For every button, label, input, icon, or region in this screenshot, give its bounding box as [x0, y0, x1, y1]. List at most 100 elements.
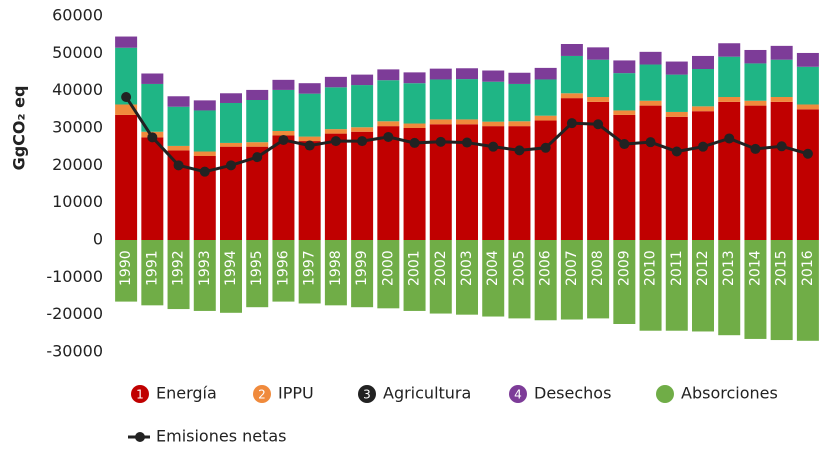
legend-marker	[253, 385, 271, 403]
bar-segment	[718, 97, 741, 102]
bar-segment	[220, 93, 242, 103]
bar-segment	[377, 126, 400, 240]
bar-segment	[351, 240, 374, 308]
bar-segment	[587, 97, 610, 102]
x-tick-label: 2005	[511, 250, 527, 286]
y-axis-label: GgCO₂ eq	[10, 86, 29, 171]
y-tick-label: 0	[93, 230, 103, 249]
bar-segment	[115, 114, 138, 240]
bar-segment	[246, 146, 269, 240]
line-point	[619, 139, 630, 150]
line-point	[435, 136, 446, 147]
bar-segment	[167, 96, 190, 107]
bar-segment	[770, 97, 793, 102]
legend-marker	[131, 385, 149, 403]
x-tick-label: 1997	[302, 250, 318, 286]
line-point	[750, 143, 761, 154]
bar-segment	[429, 79, 452, 120]
bar-segment	[796, 240, 819, 341]
line-point	[671, 146, 682, 157]
legend-marker-label: 1	[136, 388, 144, 402]
x-tick-label: 2011	[669, 250, 685, 286]
bar-segment	[692, 55, 714, 70]
legend-label: Absorciones	[681, 384, 778, 403]
x-tick-label: 1994	[223, 250, 239, 286]
x-tick-label: 1993	[197, 250, 213, 286]
bar-segment	[744, 49, 767, 64]
x-tick-label: 2008	[590, 250, 606, 286]
y-tick-label: -30000	[46, 342, 103, 361]
bar-segment	[377, 240, 400, 309]
bar-segment	[744, 63, 767, 101]
bar-segment	[377, 69, 400, 81]
x-tick-label: 2007	[564, 250, 580, 286]
bar-segment	[482, 121, 505, 127]
bar-segment	[456, 124, 478, 240]
bar-segment	[403, 123, 426, 128]
bar-segment	[272, 89, 295, 131]
y-tick-label: -10000	[46, 267, 103, 286]
bar-segment	[613, 114, 636, 240]
bar-segment	[403, 83, 426, 124]
bar-segment	[508, 72, 531, 84]
bar-segment	[429, 124, 452, 240]
line-point	[724, 133, 735, 144]
bar-segment	[718, 43, 741, 57]
legend-marker-label: 4	[514, 388, 522, 402]
line-point	[121, 92, 132, 103]
bar-segment	[560, 44, 583, 56]
bar-segment	[534, 79, 557, 116]
line-point	[802, 148, 813, 159]
bar-segment	[403, 128, 426, 240]
y-tick-label: 40000	[52, 80, 103, 99]
bar-segment	[692, 106, 714, 112]
bar-segment	[508, 240, 531, 319]
bar-segment	[560, 55, 583, 94]
bar-segment	[639, 64, 662, 101]
line-point	[278, 134, 289, 145]
line-point	[357, 136, 368, 147]
bar-segment	[560, 98, 583, 240]
x-tick-label: 2014	[747, 250, 763, 286]
x-tick-label: 1999	[354, 250, 370, 286]
line-point	[199, 166, 210, 177]
bar-segment	[167, 106, 190, 146]
line-point	[698, 141, 708, 152]
bar-segment	[351, 85, 374, 128]
y-tick-label: 20000	[52, 155, 103, 174]
bar-segment	[272, 130, 295, 136]
bar-segment	[456, 68, 478, 80]
x-tick-label: 2001	[407, 250, 423, 286]
bar-segment	[482, 70, 505, 82]
legend-label: Desechos	[534, 384, 611, 403]
legend-label: Energía	[156, 384, 217, 403]
bar-segment	[298, 141, 321, 240]
line-point	[462, 137, 472, 148]
bar-segment	[796, 66, 819, 105]
bar-segment	[587, 240, 610, 319]
bar-segment	[718, 56, 741, 98]
bar-segment	[534, 115, 557, 121]
bar-segment	[429, 240, 452, 314]
bar-segment	[665, 74, 688, 112]
x-tick-label: 1992	[171, 250, 187, 286]
y-tick-label: 60000	[52, 6, 103, 25]
bar-segment	[115, 240, 138, 302]
x-tick-label: 2003	[459, 250, 475, 286]
bar-segment	[220, 240, 242, 313]
legend-label: Agricultura	[383, 384, 471, 403]
legend-marker	[656, 385, 674, 403]
x-tick-label: 2002	[433, 250, 449, 286]
legend-marker	[358, 385, 376, 403]
bar-segment	[298, 136, 321, 142]
bar-segment	[534, 240, 557, 321]
x-tick-label: 2012	[695, 250, 711, 286]
bar-segment	[639, 51, 662, 65]
bar-segment	[665, 116, 688, 240]
bar-segment	[456, 119, 478, 125]
line-point	[514, 145, 525, 156]
bar-segment	[665, 240, 688, 331]
x-tick-label: 1991	[144, 250, 160, 286]
bar-segment	[560, 240, 583, 320]
